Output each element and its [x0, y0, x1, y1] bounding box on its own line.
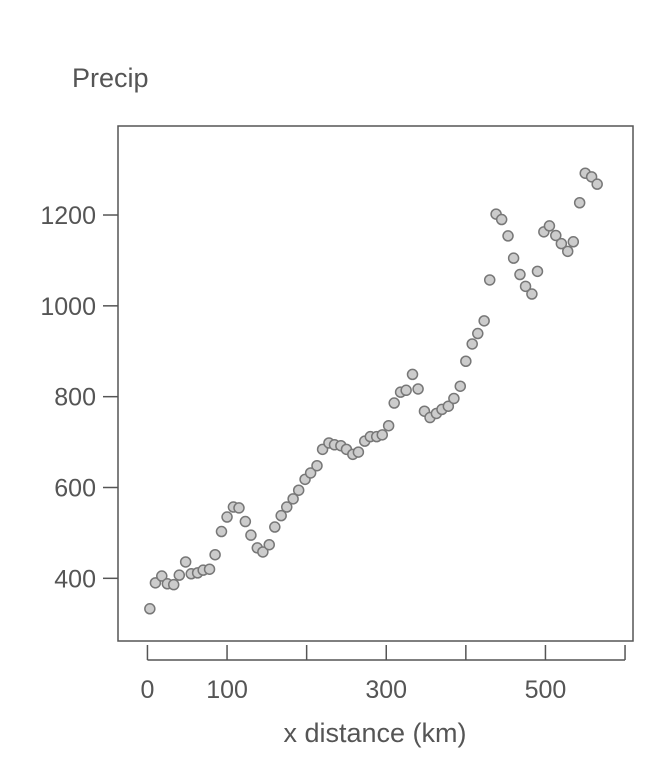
data-point	[245, 529, 257, 541]
data-point	[466, 338, 478, 350]
data-point	[472, 327, 484, 340]
data-point	[388, 397, 400, 409]
data-point	[442, 400, 455, 412]
x-tick-label: 0	[140, 676, 154, 704]
data-point	[400, 384, 412, 397]
data-point	[526, 288, 538, 300]
data-point	[215, 525, 228, 538]
plot-area-frame	[117, 125, 634, 642]
data-point	[454, 380, 467, 392]
data-point	[203, 563, 216, 575]
y-tick-label: 400	[54, 565, 96, 593]
data-point	[221, 511, 233, 523]
data-point	[519, 280, 532, 293]
data-point	[352, 446, 365, 458]
y-tick-label: 1000	[40, 293, 96, 321]
data-point	[555, 237, 568, 250]
data-point	[233, 502, 245, 514]
data-point	[292, 484, 305, 496]
data-point	[239, 515, 252, 528]
data-point	[304, 467, 317, 479]
y-axis: 400 600 800 1000 1200	[40, 202, 118, 593]
data-point	[144, 603, 156, 615]
data-point	[507, 252, 520, 264]
data-point	[406, 368, 419, 381]
data-point	[573, 197, 586, 209]
data-point	[460, 355, 472, 367]
data-point	[478, 315, 490, 327]
x-axis: 0 100 300 500	[140, 645, 626, 704]
data-point	[156, 570, 168, 582]
data-point	[287, 493, 299, 505]
data-point	[561, 245, 574, 258]
x-tick-label: 500	[525, 676, 567, 704]
data-point	[263, 538, 275, 551]
y-tick-label: 600	[54, 474, 96, 502]
data-point	[275, 509, 287, 522]
data-point	[179, 556, 192, 568]
data-points	[144, 167, 603, 615]
data-point	[167, 578, 180, 591]
data-point	[448, 392, 460, 405]
y-tick-label: 800	[54, 384, 96, 412]
y-tick-label: 1200	[40, 202, 96, 230]
x-tick-label: 300	[365, 676, 407, 704]
data-point	[376, 429, 389, 441]
data-point	[567, 236, 580, 248]
chart-title: Precip	[72, 63, 149, 93]
data-point	[550, 229, 562, 242]
data-point	[514, 268, 526, 281]
data-point	[483, 274, 496, 286]
data-point	[269, 521, 281, 533]
data-point	[531, 265, 544, 278]
data-point	[382, 419, 395, 432]
data-point	[495, 213, 508, 226]
data-point	[173, 569, 186, 581]
data-point	[257, 546, 269, 558]
data-point	[149, 577, 162, 589]
x-tick-label: 100	[206, 676, 248, 704]
data-point	[311, 459, 323, 472]
data-point	[412, 383, 424, 395]
data-point	[502, 230, 514, 242]
data-point	[280, 501, 293, 513]
data-point	[209, 548, 221, 561]
x-axis-label: x distance (km)	[283, 718, 466, 748]
data-point	[543, 220, 556, 232]
data-point	[591, 178, 603, 190]
